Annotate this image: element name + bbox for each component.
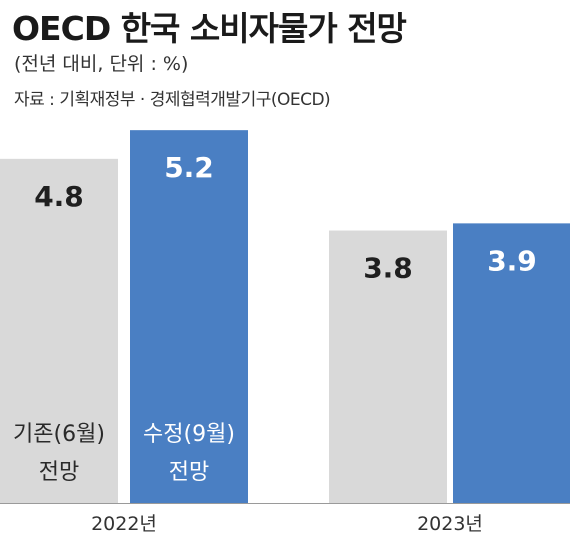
bar-2022년-series-1 (0, 158, 118, 503)
chart-source: 자료 : 기획재정부 · 경제협력개발기구(OECD) (14, 90, 331, 110)
category-label: 2022년 (91, 513, 157, 535)
data-label: 3.8 (363, 252, 413, 285)
series-label: 전망 (169, 460, 209, 485)
data-label: 4.8 (34, 180, 84, 213)
series-label: 기존(6월) (13, 422, 105, 447)
chart-title: OECD 한국 소비자물가 전망 (12, 9, 407, 48)
data-label: 5.2 (164, 151, 214, 184)
bar-2022년-series-2 (130, 130, 248, 503)
data-label: 3.9 (487, 244, 537, 277)
chart-subtitle: (전년 대비, 단위 : %) (14, 53, 189, 75)
bar-2023년-series-1 (329, 230, 447, 504)
bar-2023년-series-2 (453, 223, 570, 503)
series-label: 수정(9월) (143, 422, 235, 447)
category-label: 2023년 (417, 513, 483, 535)
series-label: 전망 (39, 460, 79, 485)
